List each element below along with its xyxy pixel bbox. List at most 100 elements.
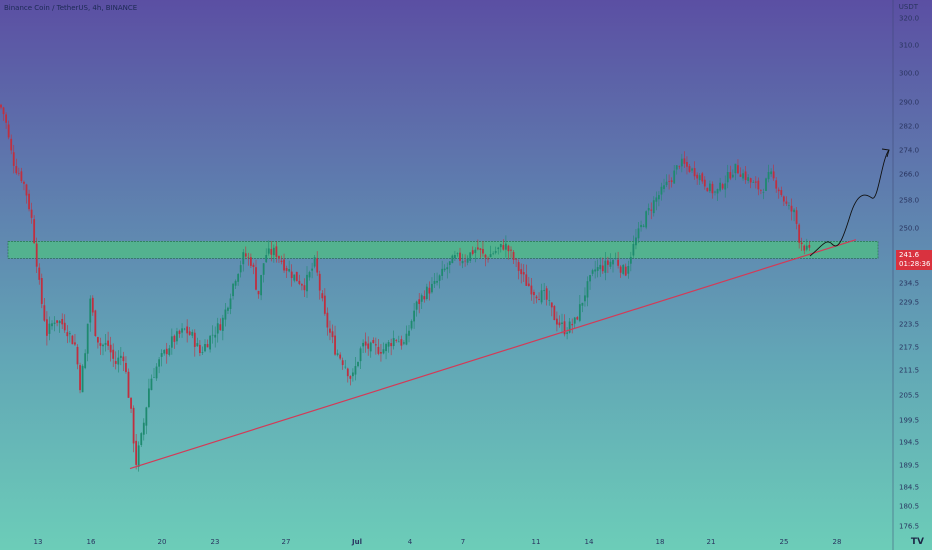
candle-body bbox=[520, 269, 523, 275]
candle-body bbox=[43, 305, 46, 321]
time-tick-label: 25 bbox=[780, 538, 789, 546]
candle-body bbox=[357, 361, 359, 367]
candle-body bbox=[604, 260, 607, 273]
candle-body bbox=[25, 184, 28, 196]
candle-body bbox=[216, 323, 219, 334]
candle-body bbox=[469, 252, 472, 261]
candle-body bbox=[795, 210, 798, 224]
candle-body bbox=[377, 346, 380, 354]
candle-body bbox=[507, 245, 510, 252]
time-tick-label: 11 bbox=[532, 538, 541, 546]
candles-layer bbox=[0, 103, 811, 472]
candle-body bbox=[385, 343, 387, 352]
candle-body bbox=[140, 433, 143, 445]
candle-body bbox=[642, 225, 645, 227]
candle-body bbox=[645, 211, 648, 228]
candle-body bbox=[255, 267, 257, 290]
candle-body bbox=[178, 330, 181, 334]
price-tick-label: 266.0 bbox=[899, 171, 919, 179]
candle-body bbox=[186, 326, 189, 334]
candle-body bbox=[232, 283, 234, 297]
candle-body bbox=[272, 247, 275, 256]
candle-body bbox=[599, 264, 602, 270]
countdown-timer: 01:28:36 bbox=[899, 260, 931, 268]
candle-body bbox=[201, 352, 204, 353]
candle-body bbox=[441, 268, 444, 276]
candle-body bbox=[247, 256, 250, 258]
candle-body bbox=[800, 242, 803, 245]
price-tick-label: 274.0 bbox=[899, 147, 919, 155]
candle-body bbox=[336, 353, 339, 355]
candle-body bbox=[173, 335, 176, 342]
candle-body bbox=[482, 248, 484, 254]
candle-body bbox=[35, 243, 38, 267]
time-tick-label: 20 bbox=[158, 538, 167, 546]
candle-body bbox=[510, 249, 512, 251]
candle-body bbox=[760, 190, 762, 191]
time-tick-label: 23 bbox=[211, 538, 220, 546]
candle-body bbox=[252, 264, 255, 267]
candle-body bbox=[257, 290, 260, 295]
candle-body bbox=[191, 331, 194, 336]
candle-body bbox=[301, 284, 303, 286]
candle-body bbox=[658, 195, 660, 200]
candle-body bbox=[665, 181, 668, 186]
candle-body bbox=[150, 378, 153, 391]
price-tick-label: 320.0 bbox=[899, 15, 919, 23]
candle-body bbox=[568, 321, 571, 333]
candle-body bbox=[94, 310, 97, 337]
candle-body bbox=[7, 124, 10, 138]
time-tick-label: 28 bbox=[833, 538, 842, 546]
candle-body bbox=[165, 348, 168, 355]
candle-body bbox=[696, 174, 699, 179]
candle-body bbox=[295, 271, 298, 282]
candle-body bbox=[40, 278, 43, 304]
price-tick-label: 194.5 bbox=[899, 439, 919, 447]
candle-body bbox=[221, 317, 224, 331]
price-axis: 320.0 310.0 300.0 290.0 282.0 274.0 266.0 258.0… bbox=[899, 15, 919, 531]
candle-body bbox=[346, 368, 349, 377]
candle-body bbox=[726, 172, 729, 183]
candle-body bbox=[652, 200, 655, 214]
candle-body bbox=[724, 183, 727, 190]
candle-body bbox=[782, 196, 785, 202]
candle-body bbox=[744, 171, 747, 181]
candle-body bbox=[97, 337, 99, 343]
candle-body bbox=[558, 322, 561, 326]
candle-body bbox=[454, 254, 456, 259]
candle-body bbox=[135, 440, 138, 465]
candle-body bbox=[33, 219, 36, 244]
candle-body bbox=[61, 318, 64, 325]
candle-body bbox=[56, 320, 58, 323]
candle-body bbox=[359, 348, 362, 362]
candle-body bbox=[780, 190, 783, 196]
candle-body bbox=[12, 152, 15, 166]
candle-body bbox=[805, 245, 808, 250]
candle-body bbox=[265, 255, 268, 263]
candle-body bbox=[548, 300, 551, 301]
candle-body bbox=[790, 205, 793, 212]
candle-body bbox=[122, 356, 125, 362]
candle-body bbox=[716, 189, 719, 194]
candle-body bbox=[765, 178, 767, 191]
candle-body bbox=[114, 361, 117, 364]
time-tick-label: 14 bbox=[585, 538, 594, 546]
candle-body bbox=[563, 321, 566, 335]
candle-body bbox=[635, 237, 637, 246]
candle-body bbox=[400, 339, 403, 346]
candle-body bbox=[703, 179, 706, 187]
candle-body bbox=[38, 267, 41, 280]
candle-body bbox=[573, 317, 576, 324]
candle-body bbox=[619, 266, 622, 273]
time-tick-label: Jul bbox=[351, 538, 362, 546]
candle-body bbox=[209, 335, 211, 350]
candle-body bbox=[678, 166, 681, 168]
candle-body bbox=[334, 335, 336, 355]
candle-body bbox=[354, 366, 357, 375]
candle-body bbox=[737, 165, 739, 174]
candle-body bbox=[46, 319, 48, 336]
candle-body bbox=[89, 298, 92, 323]
candle-body bbox=[675, 165, 678, 170]
candle-body bbox=[229, 298, 232, 309]
